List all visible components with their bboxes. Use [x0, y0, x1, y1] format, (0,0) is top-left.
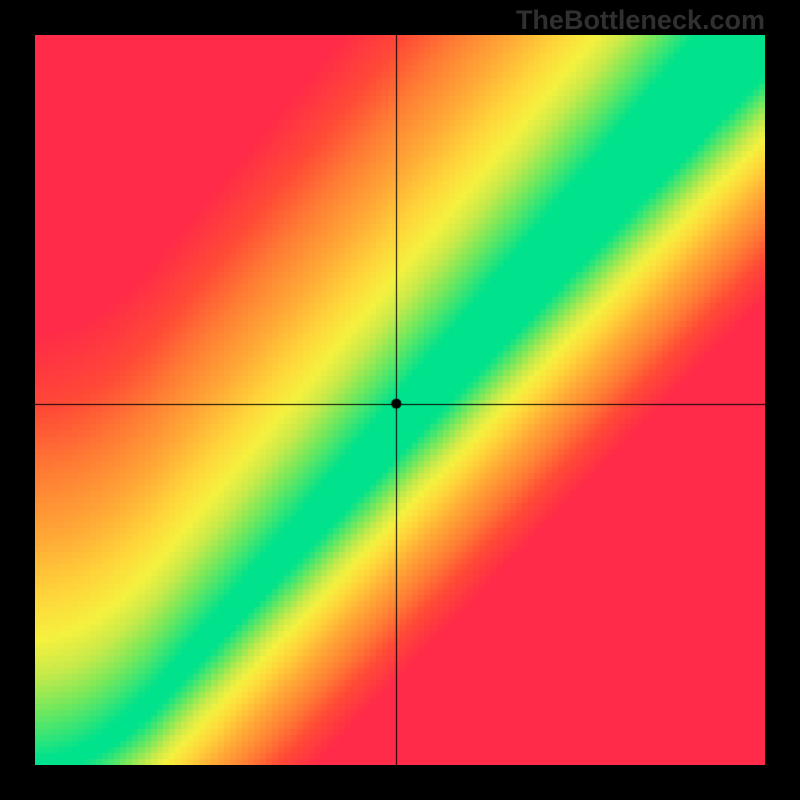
watermark-text: TheBottleneck.com [516, 5, 765, 36]
chart-container: TheBottleneck.com [0, 0, 800, 800]
heatmap-canvas [35, 35, 765, 765]
